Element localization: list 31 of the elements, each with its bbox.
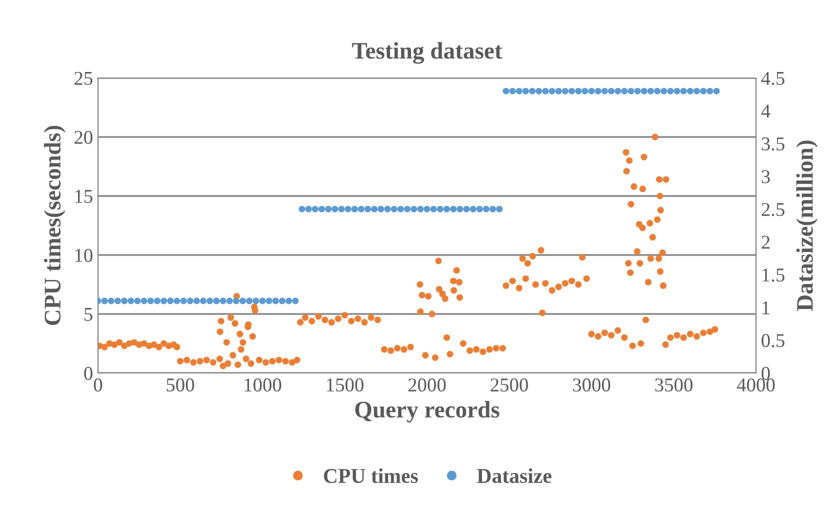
y-tick-label: 20 <box>74 130 92 144</box>
y-tick-label: 5 <box>84 308 92 321</box>
x-tick-label: 2000 <box>408 378 446 392</box>
y2-tick-label: 4 <box>761 104 770 118</box>
chart-title: Testing dataset <box>352 42 502 64</box>
y-tick-label: 15 <box>75 190 92 203</box>
legend-label: Datasize <box>477 468 552 484</box>
y2-tick-label: 2.5 <box>762 202 784 216</box>
y2-tick-label: 3 <box>762 170 770 184</box>
y2-tick-label: 2 <box>762 236 770 249</box>
y2-tick-label: 0.5 <box>762 334 784 348</box>
y2-axis-title: Datasize(million) <box>796 140 818 311</box>
x-tick-label: 3500 <box>655 378 692 392</box>
x-tick-label: 0 <box>94 378 102 392</box>
x-tick-label: 2500 <box>490 378 528 392</box>
y-tick-label: 10 <box>75 248 92 262</box>
y2-tick-label: 1 <box>762 301 770 314</box>
x-tick-label: 500 <box>166 378 194 392</box>
x-tick-label: 1500 <box>327 378 364 392</box>
y2-tick-label: 0 <box>762 366 770 380</box>
y2-tick-label: 4.5 <box>761 72 784 86</box>
x-tick-label: 3000 <box>572 378 610 392</box>
x-axis-title: Query records <box>355 401 500 423</box>
y2-tick-label: 3.5 <box>762 137 784 151</box>
y2-tick-label: 1.5 <box>762 268 784 282</box>
y-tick-label: 25 <box>74 72 92 85</box>
y-tick-label: 0 <box>84 366 92 380</box>
x-tick-label: 1000 <box>244 378 282 392</box>
legend-label: CPU times <box>324 468 418 484</box>
y-axis-title: CPU times(seconds) <box>44 126 66 326</box>
x-tick-label: 4000 <box>736 378 775 392</box>
